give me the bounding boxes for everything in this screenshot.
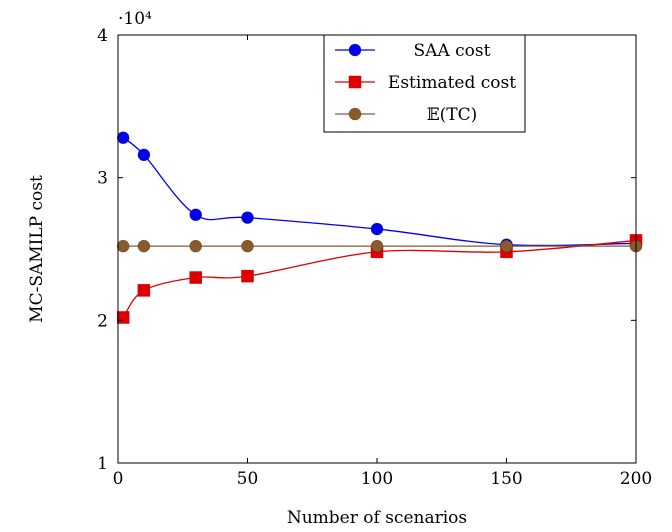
data-point: [189, 208, 202, 222]
x-tick-label: 150: [490, 469, 522, 489]
legend-label: SAA cost: [414, 41, 491, 61]
y-tick-label: 3: [97, 169, 108, 189]
data-point: [137, 148, 151, 162]
legend-label: Estimated cost: [388, 73, 516, 93]
data-point: [241, 239, 254, 253]
x-axis-label: Number of scenarios: [287, 508, 467, 528]
series-line-1: [122, 137, 637, 247]
data-point: [370, 222, 384, 236]
x-tick-label: 100: [361, 469, 393, 489]
y-axis-label: MC-SAMILP cost: [27, 175, 47, 323]
legend: SAA cost Estimated cost 𝔼(TC): [323, 34, 526, 133]
y-tick-label: 4: [97, 26, 108, 46]
legend-marker: [348, 107, 362, 121]
data-point: [116, 311, 130, 324]
legend-marker: [348, 43, 362, 57]
y-tick-label: 2: [97, 311, 108, 331]
data-point: [370, 239, 384, 253]
data-point: [241, 211, 254, 224]
data-point: [137, 284, 151, 297]
data-point: [500, 239, 513, 253]
data-point: [241, 269, 254, 283]
data-point: [116, 239, 130, 253]
legend-marker: [348, 75, 362, 89]
x-tick-label: 0: [113, 469, 124, 489]
data-point: [189, 239, 202, 253]
data-point: [116, 131, 130, 145]
data-point: [189, 271, 202, 284]
data-point: [137, 239, 151, 253]
plot-area: [116, 131, 643, 324]
y-tick-label: 1: [97, 454, 108, 474]
x-tick-label: 50: [237, 469, 259, 489]
x-tick-label: 200: [620, 469, 652, 489]
legend-label: 𝔼(TC): [427, 105, 478, 125]
y-axis-multiplier: ·10⁴: [118, 9, 152, 29]
